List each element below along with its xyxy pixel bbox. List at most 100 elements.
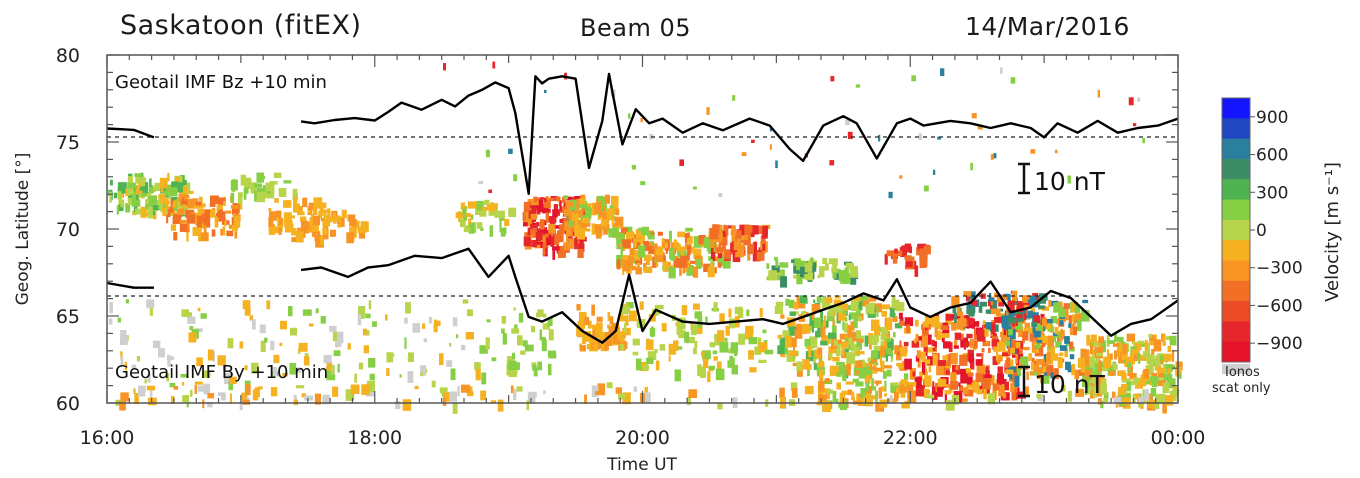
velocity-cell bbox=[922, 321, 929, 328]
velocity-cell bbox=[620, 304, 629, 315]
velocity-cell bbox=[1140, 374, 1147, 387]
velocity-cell bbox=[960, 311, 964, 324]
velocity-cell bbox=[462, 299, 469, 304]
velocity-cell bbox=[1132, 354, 1135, 365]
velocity-cell bbox=[997, 366, 1003, 377]
velocity-cell bbox=[873, 345, 881, 352]
velocity-cell bbox=[987, 300, 993, 307]
velocity-cell bbox=[227, 338, 234, 349]
velocity-cell bbox=[586, 343, 594, 350]
velocity-cell bbox=[684, 331, 690, 343]
velocity-cell bbox=[860, 387, 867, 398]
velocity-cell bbox=[976, 329, 986, 342]
velocity-cell bbox=[550, 236, 555, 247]
velocity-cell bbox=[449, 342, 452, 347]
velocity-cell bbox=[847, 131, 853, 140]
velocity-cell bbox=[648, 245, 658, 255]
velocity-cell bbox=[842, 321, 845, 331]
velocity-cell bbox=[762, 329, 767, 334]
colorbar-segment bbox=[1222, 280, 1250, 302]
velocity-cell bbox=[109, 302, 113, 314]
velocity-cell bbox=[826, 297, 833, 304]
velocity-cell bbox=[959, 333, 964, 340]
velocity-cell bbox=[1065, 342, 1071, 347]
velocity-cell bbox=[743, 224, 753, 237]
velocity-cell bbox=[813, 358, 816, 364]
velocity-cell bbox=[854, 316, 858, 329]
velocity-cell bbox=[987, 393, 996, 405]
velocity-cell bbox=[109, 179, 113, 186]
velocity-cell bbox=[218, 197, 224, 206]
velocity-cell bbox=[785, 298, 790, 306]
velocity-cell bbox=[1047, 346, 1056, 354]
velocity-cell bbox=[818, 394, 827, 402]
velocity-cell bbox=[252, 389, 259, 401]
velocity-cell bbox=[598, 332, 606, 343]
velocity-cell bbox=[553, 204, 559, 210]
velocity-cell bbox=[622, 327, 631, 336]
velocity-cell bbox=[724, 337, 728, 342]
velocity-cell bbox=[322, 220, 331, 227]
velocity-cell bbox=[839, 392, 846, 405]
velocity-cell bbox=[964, 389, 974, 397]
velocity-cell bbox=[905, 261, 913, 268]
velocity-cell bbox=[194, 384, 197, 394]
x-tick-label: 22:00 bbox=[883, 427, 938, 449]
velocity-cell bbox=[489, 225, 494, 237]
velocity-cell bbox=[165, 188, 169, 194]
velocity-cell bbox=[813, 299, 816, 304]
velocity-cell bbox=[1092, 387, 1098, 398]
velocity-cell bbox=[323, 215, 328, 219]
velocity-cell bbox=[844, 267, 849, 279]
velocity-cell bbox=[811, 320, 815, 333]
velocity-cell bbox=[323, 354, 332, 364]
velocity-cell bbox=[654, 304, 664, 310]
velocity-cell bbox=[386, 352, 394, 363]
velocity-cell bbox=[1002, 393, 1007, 399]
velocity-cell bbox=[816, 296, 822, 303]
velocity-cell bbox=[693, 186, 697, 190]
velocity-cell bbox=[709, 342, 716, 348]
velocity-cell bbox=[1085, 356, 1094, 367]
velocity-cell bbox=[525, 207, 532, 211]
velocity-cell bbox=[1142, 137, 1145, 144]
velocity-cell bbox=[826, 316, 834, 322]
velocity-cell bbox=[218, 209, 224, 217]
velocity-cell bbox=[528, 391, 537, 398]
velocity-cell bbox=[548, 352, 557, 359]
velocity-cell bbox=[966, 384, 973, 389]
velocity-cell bbox=[847, 353, 852, 359]
velocity-cell bbox=[622, 259, 631, 272]
velocity-cell bbox=[1175, 361, 1183, 371]
velocity-cell bbox=[1091, 334, 1097, 343]
velocity-cell bbox=[182, 204, 186, 209]
velocity-cell bbox=[694, 311, 703, 319]
velocity-cell bbox=[890, 382, 895, 393]
velocity-cell bbox=[270, 340, 275, 351]
velocity-cell bbox=[169, 382, 176, 388]
velocity-cell bbox=[267, 190, 271, 194]
velocity-cell bbox=[170, 199, 173, 205]
velocity-cell bbox=[894, 345, 903, 355]
velocity-cell bbox=[559, 218, 565, 223]
velocity-cell bbox=[919, 258, 927, 268]
velocity-cell bbox=[836, 345, 841, 357]
velocity-cell bbox=[295, 231, 304, 243]
velocity-cell bbox=[931, 391, 938, 400]
velocity-cell bbox=[172, 214, 182, 218]
velocity-cell bbox=[243, 187, 247, 200]
velocity-cell bbox=[1027, 299, 1032, 303]
velocity-cell bbox=[1126, 333, 1136, 342]
velocity-cell bbox=[534, 244, 541, 249]
colorbar-segment bbox=[1222, 118, 1250, 140]
velocity-cell bbox=[937, 136, 941, 140]
velocity-cell bbox=[237, 192, 243, 205]
velocity-cell bbox=[559, 224, 565, 234]
velocity-cell bbox=[652, 243, 658, 250]
velocity-cell bbox=[608, 228, 616, 238]
velocity-cell bbox=[542, 198, 551, 209]
velocity-cell bbox=[1048, 335, 1054, 347]
velocity-cell bbox=[634, 250, 641, 261]
velocity-cell bbox=[1022, 331, 1029, 341]
velocity-cell bbox=[207, 393, 215, 399]
